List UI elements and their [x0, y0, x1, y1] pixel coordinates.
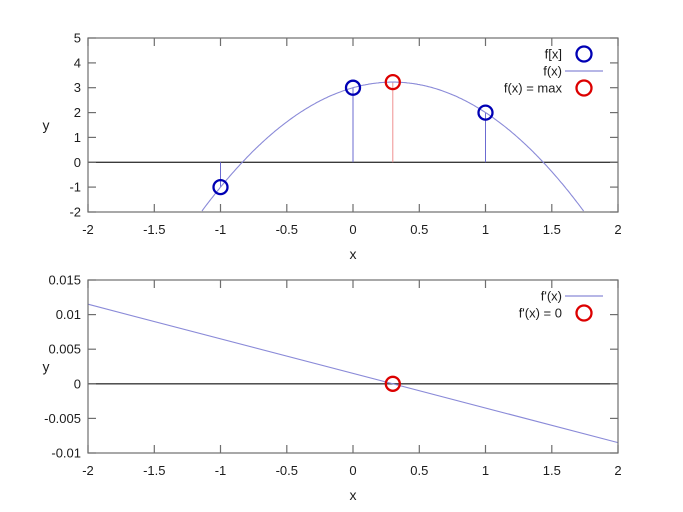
x-tick-label: -0.5: [276, 463, 298, 478]
x-tick-label: 1.5: [543, 222, 561, 237]
series-line: [87, 303, 619, 444]
data-point: [384, 375, 401, 392]
x-tick-label: -1: [215, 463, 227, 478]
data-point: [344, 79, 362, 96]
legend-label: f'(x): [541, 289, 562, 304]
y-tick-label: -0.005: [44, 411, 81, 426]
y-tick-label: 4: [74, 55, 81, 70]
y-axis-label: y: [43, 359, 50, 375]
y-tick-label: 0.005: [48, 342, 81, 357]
legend-circle-sample: [575, 304, 593, 322]
y-tick-label: -1: [69, 180, 81, 195]
legend-entry: f[x]: [545, 45, 593, 63]
y-tick-label: 2: [74, 105, 81, 120]
legend-entry: f'(x): [541, 289, 603, 304]
x-tick-label: 0: [349, 222, 356, 237]
y-tick-label: 0: [74, 376, 81, 391]
x-tick-label: 2: [614, 222, 621, 237]
x-tick-label: -1: [215, 222, 227, 237]
legend-label: f'(x) = 0: [519, 306, 562, 321]
y-tick-label: 3: [74, 80, 81, 95]
data-point: [212, 178, 229, 196]
x-tick-label: 1.5: [543, 463, 561, 478]
subplot-f-plot: -2 -1.5 -1 -0.5 0 0.5 1 1.5 2 -2 -1 0 1 2 3 4 5 x y f[x] f(x…: [43, 31, 622, 263]
x-tick-label: 1: [482, 463, 489, 478]
legend-label: f[x]: [545, 47, 562, 62]
x-tick-label: -1.5: [143, 222, 165, 237]
y-tick-label: 0.015: [48, 273, 81, 288]
y-axis-label: y: [43, 117, 50, 133]
y-tick-label: 1: [74, 130, 81, 145]
x-tick-label: 1: [482, 222, 489, 237]
y-tick-label: 0.01: [56, 307, 81, 322]
series-line: [201, 81, 585, 212]
x-tick-label: -1.5: [143, 463, 165, 478]
x-tick-label: 0.5: [410, 463, 428, 478]
y-tick-label: -2: [69, 205, 81, 220]
legend-entry: f(x) = max: [504, 79, 593, 97]
x-axis-label: x: [350, 487, 357, 503]
subplot-f-prime-plot: -2 -1.5 -1 -0.5 0 0.5 1 1.5 2 -0.01 -0.005 0 0.005 0.…: [43, 273, 622, 504]
x-tick-label: 0.5: [410, 222, 428, 237]
x-tick-label: -0.5: [276, 222, 298, 237]
legend-label: f(x): [543, 64, 562, 79]
x-tick-label: 0: [349, 463, 356, 478]
data-point: [384, 73, 401, 91]
x-tick-label: 2: [614, 463, 621, 478]
y-tick-label: 0: [74, 155, 81, 170]
legend-circle-sample: [575, 45, 593, 63]
y-tick-label: 5: [74, 31, 81, 46]
x-axis-label: x: [350, 246, 357, 262]
legend-entry: f(x): [543, 64, 603, 79]
y-tick-label: -0.01: [51, 446, 81, 461]
legend-entry: f'(x) = 0: [519, 304, 593, 322]
x-tick-label: -2: [82, 463, 94, 478]
data-point: [477, 104, 494, 121]
legend-circle-sample: [575, 79, 593, 97]
legend-label: f(x) = max: [504, 81, 563, 96]
x-tick-label: -2: [82, 222, 94, 237]
